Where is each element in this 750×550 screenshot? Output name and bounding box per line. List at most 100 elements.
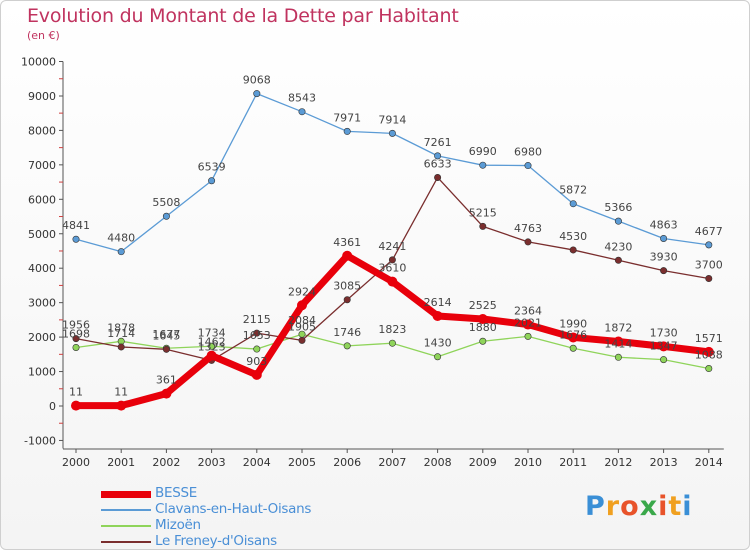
data-point-besse (658, 341, 669, 352)
data-point-le-freney-d-oisans (660, 267, 668, 275)
data-point-mizo-n (388, 339, 396, 347)
data-point-le-freney-d-oisans (614, 256, 622, 264)
data-label-le-freney-d-oisans: 5215 (469, 206, 497, 219)
data-point-le-freney-d-oisans (117, 343, 125, 351)
x-tick-label: 2008 (424, 456, 452, 469)
data-label-le-freney-d-oisans: 4230 (604, 240, 632, 253)
x-tick-label: 2009 (469, 456, 497, 469)
data-point-besse (116, 400, 127, 411)
x-tick-label: 2003 (198, 456, 226, 469)
data-point-besse (251, 369, 262, 380)
y-tick-label: 0 (49, 400, 56, 413)
data-label-clavans-en-haut-oisans: 7971 (333, 111, 361, 124)
logo-letter: t (668, 491, 683, 522)
data-label-besse: 1730 (650, 326, 678, 339)
data-point-mizo-n (705, 365, 713, 373)
data-label-besse: 2614 (424, 296, 452, 309)
data-point-mizo-n (434, 353, 442, 361)
data-point-besse (613, 336, 624, 347)
data-point-clavans-en-haut-oisans (660, 234, 668, 242)
data-point-besse (432, 310, 443, 321)
data-point-mizo-n (72, 344, 80, 352)
x-tick-label: 2007 (378, 456, 406, 469)
data-label-mizo-n: 2084 (288, 314, 316, 327)
chart-subtitle: (en €) (27, 29, 60, 42)
x-tick-label: 2012 (604, 456, 632, 469)
y-tick-label: 5000 (28, 228, 56, 241)
data-label-le-freney-d-oisans: 2115 (243, 313, 271, 326)
logo-letter: i (658, 491, 669, 522)
legend-label: Le Freney-d'Oisans (155, 533, 277, 549)
data-point-le-freney-d-oisans (253, 329, 261, 337)
data-label-besse: 1462 (198, 336, 226, 349)
data-label-le-freney-d-oisans: 1645 (152, 329, 180, 342)
data-label-mizo-n: 1880 (469, 321, 497, 334)
data-label-clavans-en-haut-oisans: 4841 (62, 219, 90, 232)
data-point-besse (387, 276, 398, 287)
logo-letter: x (639, 491, 659, 522)
data-point-le-freney-d-oisans (705, 275, 713, 283)
data-label-clavans-en-haut-oisans: 6990 (469, 145, 497, 158)
data-label-le-freney-d-oisans: 4241 (378, 240, 406, 253)
data-point-besse (71, 400, 81, 411)
data-label-mizo-n: 1734 (198, 326, 226, 339)
legend-label: Clavans-en-Haut-Oisans (155, 501, 312, 517)
data-label-clavans-en-haut-oisans: 8543 (288, 92, 316, 105)
data-point-mizo-n (660, 356, 668, 364)
data-point-besse (523, 319, 533, 330)
data-label-besse: 361 (156, 374, 177, 387)
data-point-le-freney-d-oisans (388, 256, 396, 264)
chart-title: Evolution du Montant de la Dette par Hab… (27, 5, 459, 27)
data-label-le-freney-d-oisans: 3700 (695, 259, 723, 272)
data-label-clavans-en-haut-oisans: 6980 (514, 146, 542, 159)
data-label-besse: 11 (114, 386, 128, 399)
data-label-le-freney-d-oisans: 1714 (107, 327, 135, 340)
data-label-le-freney-d-oisans: 1323 (198, 340, 226, 353)
logo-letter: P (585, 491, 606, 522)
data-label-clavans-en-haut-oisans: 9068 (243, 74, 271, 87)
data-point-clavans-en-haut-oisans (253, 90, 261, 98)
legend-swatch (101, 509, 151, 511)
data-point-besse (161, 388, 172, 399)
legend-label: BESSE (155, 485, 197, 501)
data-point-clavans-en-haut-oisans (614, 217, 622, 225)
data-point-clavans-en-haut-oisans (388, 129, 396, 137)
data-label-clavans-en-haut-oisans: 4480 (107, 232, 135, 245)
legend-swatch (101, 491, 151, 498)
x-tick-label: 2002 (152, 456, 180, 469)
data-label-mizo-n: 1430 (424, 337, 452, 350)
data-point-mizo-n (208, 342, 216, 350)
y-tick-label: 4000 (28, 262, 56, 275)
data-point-clavans-en-haut-oisans (117, 248, 125, 256)
data-point-clavans-en-haut-oisans (569, 200, 577, 208)
data-point-clavans-en-haut-oisans (479, 161, 487, 169)
data-label-clavans-en-haut-oisans: 5508 (152, 196, 180, 209)
proxiti-logo: Proxiti (585, 491, 693, 522)
data-label-mizo-n: 1347 (650, 340, 678, 353)
data-label-mizo-n: 1653 (243, 329, 271, 342)
data-label-besse: 11 (69, 386, 83, 399)
y-tick-label: 10000 (21, 56, 56, 69)
data-point-mizo-n (343, 342, 351, 350)
data-label-mizo-n: 1088 (695, 349, 723, 362)
data-label-clavans-en-haut-oisans: 6539 (198, 161, 226, 174)
data-label-mizo-n: 1676 (559, 328, 587, 341)
x-tick-label: 2013 (650, 456, 678, 469)
data-point-clavans-en-haut-oisans (705, 241, 713, 249)
y-tick-label: 7000 (28, 159, 56, 172)
legend-swatch (101, 541, 151, 543)
data-point-le-freney-d-oisans (569, 246, 577, 254)
x-tick-label: 2001 (107, 456, 135, 469)
data-point-mizo-n (253, 345, 261, 353)
data-label-le-freney-d-oisans: 3930 (650, 251, 678, 264)
data-label-besse: 4361 (333, 236, 361, 249)
logo-letter: o (620, 491, 640, 522)
data-point-clavans-en-haut-oisans (162, 212, 170, 220)
data-label-le-freney-d-oisans: 4763 (514, 222, 542, 235)
data-point-le-freney-d-oisans (72, 335, 80, 343)
data-point-le-freney-d-oisans (162, 345, 170, 353)
x-tick-label: 2006 (333, 456, 361, 469)
data-point-besse (703, 346, 714, 357)
